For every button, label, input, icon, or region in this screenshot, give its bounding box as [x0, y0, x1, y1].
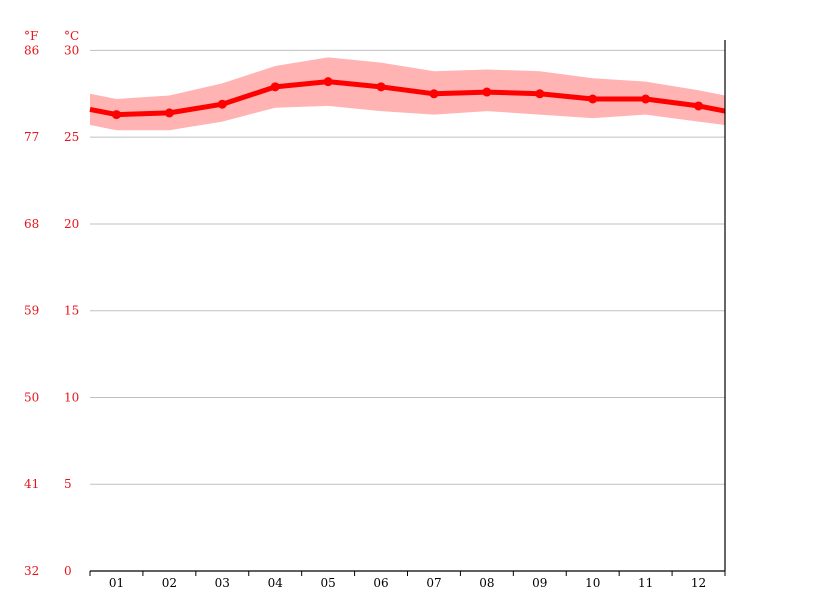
y-tick-celsius: 15: [64, 304, 79, 318]
data-point: [535, 89, 545, 99]
x-tick-label: 11: [638, 576, 653, 590]
x-tick-label: 12: [691, 576, 706, 590]
data-point: [429, 89, 439, 99]
y-tick-fahrenheit: 59: [24, 304, 39, 318]
data-point: [217, 99, 227, 109]
y-tick-celsius: 25: [64, 130, 79, 144]
x-tick-label: 05: [320, 576, 335, 590]
data-point: [641, 94, 651, 104]
x-tick-label: 09: [532, 576, 547, 590]
x-tick-label: 04: [268, 576, 284, 590]
y-tick-celsius: 0: [64, 564, 72, 578]
y-tick-fahrenheit: 77: [24, 130, 39, 144]
data-point: [270, 82, 280, 92]
fahrenheit-unit-label: °F: [24, 29, 38, 43]
y-tick-fahrenheit: 86: [24, 43, 39, 57]
y-tick-fahrenheit: 41: [24, 477, 39, 491]
data-point: [588, 94, 598, 104]
y-tick-fahrenheit: 32: [24, 564, 39, 578]
x-tick-label: 02: [162, 576, 177, 590]
data-point: [111, 110, 121, 120]
x-tick-label: 08: [479, 576, 494, 590]
y-tick-celsius: 20: [64, 217, 79, 231]
x-tick-label: 01: [109, 576, 124, 590]
y-tick-fahrenheit: 50: [24, 390, 39, 404]
data-point: [164, 108, 174, 118]
x-tick-label: 10: [585, 576, 600, 590]
data-point: [323, 77, 333, 87]
data-point: [482, 87, 492, 97]
gridlines: [90, 49, 725, 485]
x-tick-label: 06: [373, 576, 388, 590]
x-tick-label: 07: [426, 576, 441, 590]
average-temperature-line: [89, 79, 726, 118]
x-axis-ticks: 01 02 03 04 05 06 07 08 09 10 11 12: [89, 571, 726, 590]
y-tick-celsius: 10: [64, 390, 79, 404]
celsius-unit-label: °C: [64, 29, 79, 43]
y-tick-celsius: 30: [64, 43, 79, 57]
y-tick-fahrenheit: 68: [24, 217, 39, 231]
data-point: [694, 101, 704, 111]
data-points: [111, 77, 704, 120]
temperature-range-band: [90, 57, 725, 131]
y-tick-celsius: 5: [64, 477, 72, 491]
data-point: [376, 82, 386, 92]
y-tick-labels: 32 0 41 5 50 10 59 15 68 20 77 25 86 30: [24, 43, 79, 578]
x-tick-label: 03: [215, 576, 230, 590]
